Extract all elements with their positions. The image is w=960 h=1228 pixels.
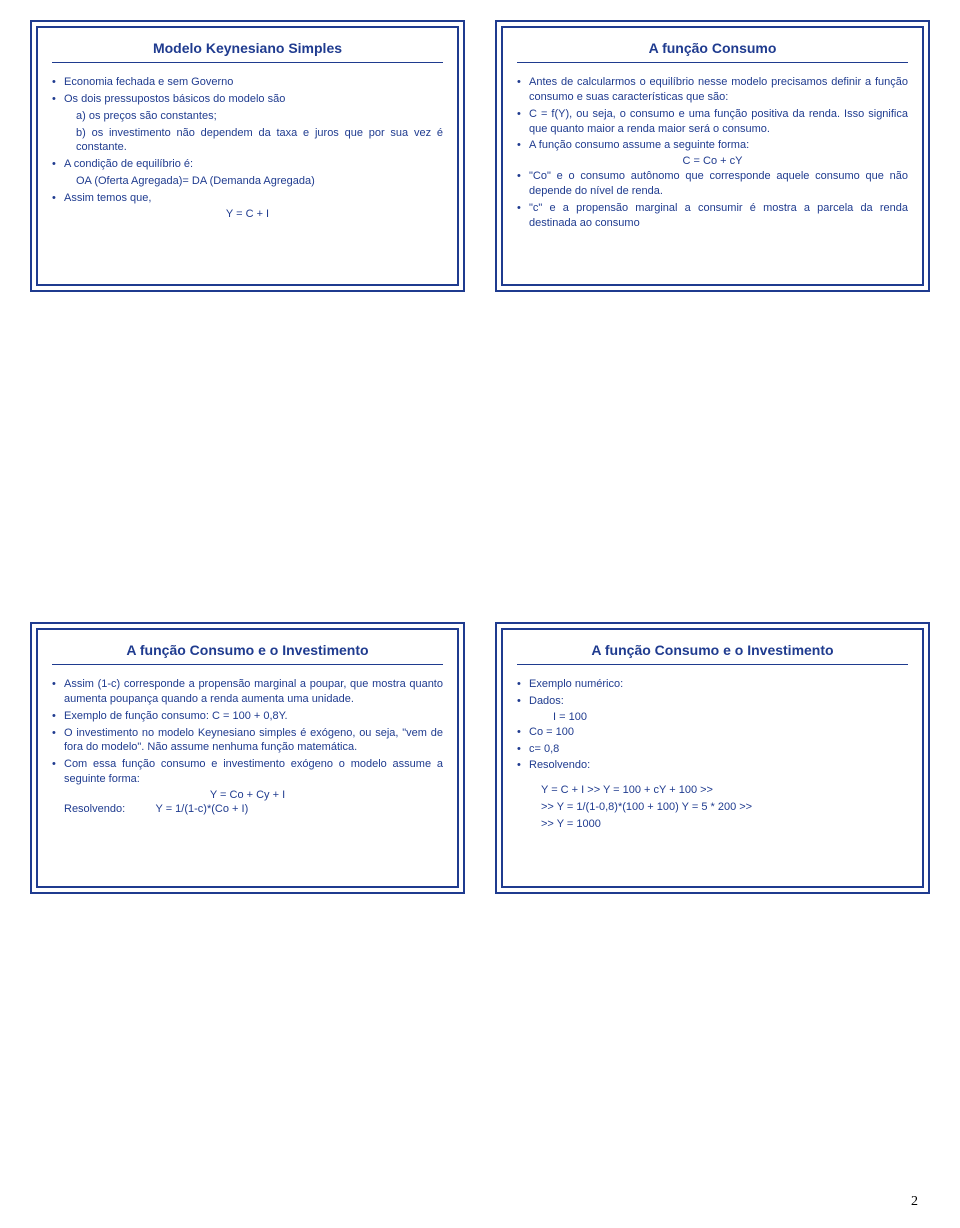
bullet-item: Antes de calcularmos o equilíbrio nesse …	[517, 75, 908, 105]
bullet-list: A condição de equilíbrio é:	[52, 157, 443, 172]
bullet-list: Assim (1-c) corresponde a propensão marg…	[52, 677, 443, 787]
bullet-list: Exemplo numérico: Dados:	[517, 677, 908, 709]
slide-title: Modelo Keynesiano Simples	[52, 40, 443, 56]
sub-line: b) os investimento não dependem da taxa …	[52, 126, 443, 156]
bullet-item: Co = 100	[517, 725, 908, 740]
slide-bottom-right: A função Consumo e o Investimento Exempl…	[495, 622, 930, 894]
bullet-item: Dados:	[517, 694, 908, 709]
sub-line: a) os preços são constantes;	[52, 109, 443, 124]
bullet-item: Resolvendo:	[517, 758, 908, 773]
bullet-item: O investimento no modelo Keynesiano simp…	[52, 726, 443, 756]
title-divider	[517, 62, 908, 63]
calc-line: >> Y = 1000	[517, 817, 908, 832]
page-number: 2	[911, 1194, 918, 1210]
title-divider	[52, 62, 443, 63]
result-line: Resolvendo: Y = 1/(1-c)*(Co + I)	[52, 803, 443, 815]
equation-line: C = Co + cY	[517, 155, 908, 167]
slide-top-right: A função Consumo Antes de calcularmos o …	[495, 20, 930, 292]
slide-inner: A função Consumo Antes de calcularmos o …	[501, 26, 924, 286]
bullet-item: "c" e a propensão marginal a consumir é …	[517, 201, 908, 231]
bullet-list: "Co" e o consumo autônomo que correspond…	[517, 169, 908, 230]
bullet-item: C = f(Y), ou seja, o consumo e uma funçã…	[517, 107, 908, 137]
bullet-item: Assim (1-c) corresponde a propensão marg…	[52, 677, 443, 707]
slide-grid: Modelo Keynesiano Simples Economia fecha…	[0, 0, 960, 894]
slide-title: A função Consumo e o Investimento	[52, 642, 443, 658]
bullet-item: A função consumo assume a seguinte forma…	[517, 138, 908, 153]
title-divider	[52, 664, 443, 665]
slide-top-left: Modelo Keynesiano Simples Economia fecha…	[30, 20, 465, 292]
title-divider	[517, 664, 908, 665]
bullet-item: "Co" e o consumo autônomo que correspond…	[517, 169, 908, 199]
slide-inner: Modelo Keynesiano Simples Economia fecha…	[36, 26, 459, 286]
bullet-item: A condição de equilíbrio é:	[52, 157, 443, 172]
bullet-item: Assim temos que,	[52, 191, 443, 206]
bullet-list: Economia fechada e sem Governo Os dois p…	[52, 75, 443, 107]
slide-bottom-left: A função Consumo e o Investimento Assim …	[30, 622, 465, 894]
slide-inner: A função Consumo e o Investimento Assim …	[36, 628, 459, 888]
equation-line: Y = C + I	[52, 208, 443, 220]
calc-line: Y = C + I >> Y = 100 + cY + 100 >>	[517, 783, 908, 798]
slide-title: A função Consumo	[517, 40, 908, 56]
calc-line: >> Y = 1/(1-0,8)*(100 + 100) Y = 5 * 200…	[517, 800, 908, 815]
slide-title: A função Consumo e o Investimento	[517, 642, 908, 658]
bullet-item: c= 0,8	[517, 742, 908, 757]
slide-inner: A função Consumo e o Investimento Exempl…	[501, 628, 924, 888]
bullet-item: Os dois pressupostos básicos do modelo s…	[52, 92, 443, 107]
bullet-item: Economia fechada e sem Governo	[52, 75, 443, 90]
data-line: I = 100	[517, 711, 908, 723]
bullet-item: Exemplo numérico:	[517, 677, 908, 692]
spacer	[517, 775, 908, 783]
bullet-item: Exemplo de função consumo: C = 100 + 0,8…	[52, 709, 443, 724]
bullet-list: Co = 100 c= 0,8 Resolvendo:	[517, 725, 908, 774]
bullet-item: Com essa função consumo e investimento e…	[52, 757, 443, 787]
sub-line: OA (Oferta Agregada)= DA (Demanda Agrega…	[52, 174, 443, 189]
bullet-list: Antes de calcularmos o equilíbrio nesse …	[517, 75, 908, 153]
equation-line: Y = Co + Cy + I	[52, 789, 443, 801]
bullet-list: Assim temos que,	[52, 191, 443, 206]
